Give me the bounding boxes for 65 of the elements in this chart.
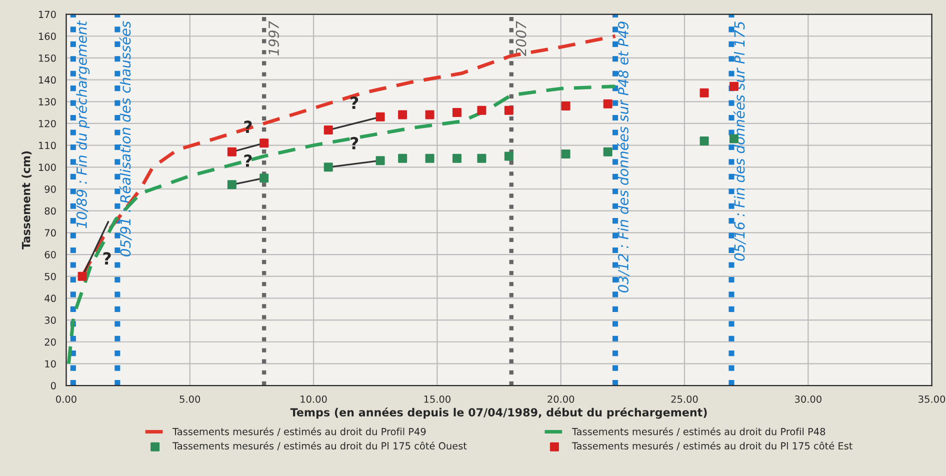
point — [260, 138, 269, 148]
point — [700, 136, 709, 146]
y-tick-label: 30 — [44, 316, 56, 324]
x-tick-label: 25.00 — [671, 395, 698, 403]
legend-label: Tassements mesurés / estimés au droit du Profil P49 — [172, 427, 426, 436]
y-tick-label: 50 — [44, 272, 56, 280]
x-axis-title: Temps (en années depuis le 07/04/1989, début du préchargement) — [290, 407, 707, 419]
point — [452, 154, 462, 163]
point — [227, 147, 236, 156]
annotation: 1997 — [268, 20, 279, 56]
y-tick-label: 0 — [50, 382, 56, 390]
legend-label: Tassements mesurés / estimés au droit du Pl 175 côté Est — [572, 442, 852, 450]
y-tick-label: 160 — [39, 32, 56, 40]
point — [425, 110, 434, 120]
point — [700, 88, 709, 98]
x-tick-label: 20.00 — [548, 395, 574, 403]
y-tick-label: 130 — [39, 98, 56, 106]
y-axis-title: Tassement (cm) — [22, 151, 32, 250]
point — [376, 156, 385, 166]
y-tick-label: 100 — [39, 164, 56, 171]
point — [504, 152, 514, 161]
annotation: ? — [350, 136, 358, 150]
y-tick-label: 140 — [39, 76, 56, 84]
annotation: 2007 — [516, 20, 526, 56]
annotation: ? — [244, 154, 252, 167]
x-tick-label: 5.00 — [180, 395, 200, 403]
point — [603, 99, 612, 108]
y-tick-label: 10 — [45, 360, 56, 368]
y-tick-label: 20 — [44, 338, 56, 346]
x-tick-label: 10.00 — [300, 395, 327, 403]
y-tick-label: 60 — [44, 251, 56, 258]
point — [603, 147, 612, 156]
point — [78, 272, 87, 281]
point — [260, 174, 269, 183]
y-tick-label: 40 — [44, 294, 56, 302]
point — [227, 180, 236, 190]
point — [398, 110, 408, 120]
point — [504, 106, 514, 115]
point — [477, 154, 486, 163]
point — [324, 126, 333, 135]
legend-label: Tassements mesurés / estimés au droit du Profil P48 — [572, 427, 826, 436]
annotation: ? — [350, 96, 358, 109]
point — [324, 162, 333, 172]
point — [477, 106, 486, 115]
point — [376, 112, 385, 122]
ref-line-label: 10/89 : Fin du préchargement — [76, 20, 90, 228]
x-tick-label: 30.00 — [794, 395, 822, 403]
ref-line-label: 03/12 : Fin des données sur P48 et P49 — [617, 22, 630, 292]
point — [398, 154, 408, 163]
point — [561, 150, 570, 159]
point — [425, 154, 434, 163]
point — [561, 102, 570, 111]
y-tick-label: 80 — [44, 207, 56, 215]
y-tick-label: 170 — [39, 10, 56, 18]
point — [452, 108, 462, 118]
x-tick-label: 35.00 — [918, 395, 946, 403]
x-tick-label: 0.00 — [56, 395, 76, 403]
y-tick-label: 110 — [39, 142, 56, 150]
y-tick-label: 90 — [44, 185, 56, 193]
legend-label: Tassements mesurés / estimés au droit du Pl 175 côté Ouest — [172, 442, 467, 450]
y-tick-label: 120 — [39, 120, 56, 128]
y-tick-label: 150 — [39, 54, 56, 62]
annotation: ? — [103, 252, 111, 264]
y-tick-label: 70 — [44, 229, 56, 237]
x-tick-label: 15.00 — [424, 395, 450, 403]
